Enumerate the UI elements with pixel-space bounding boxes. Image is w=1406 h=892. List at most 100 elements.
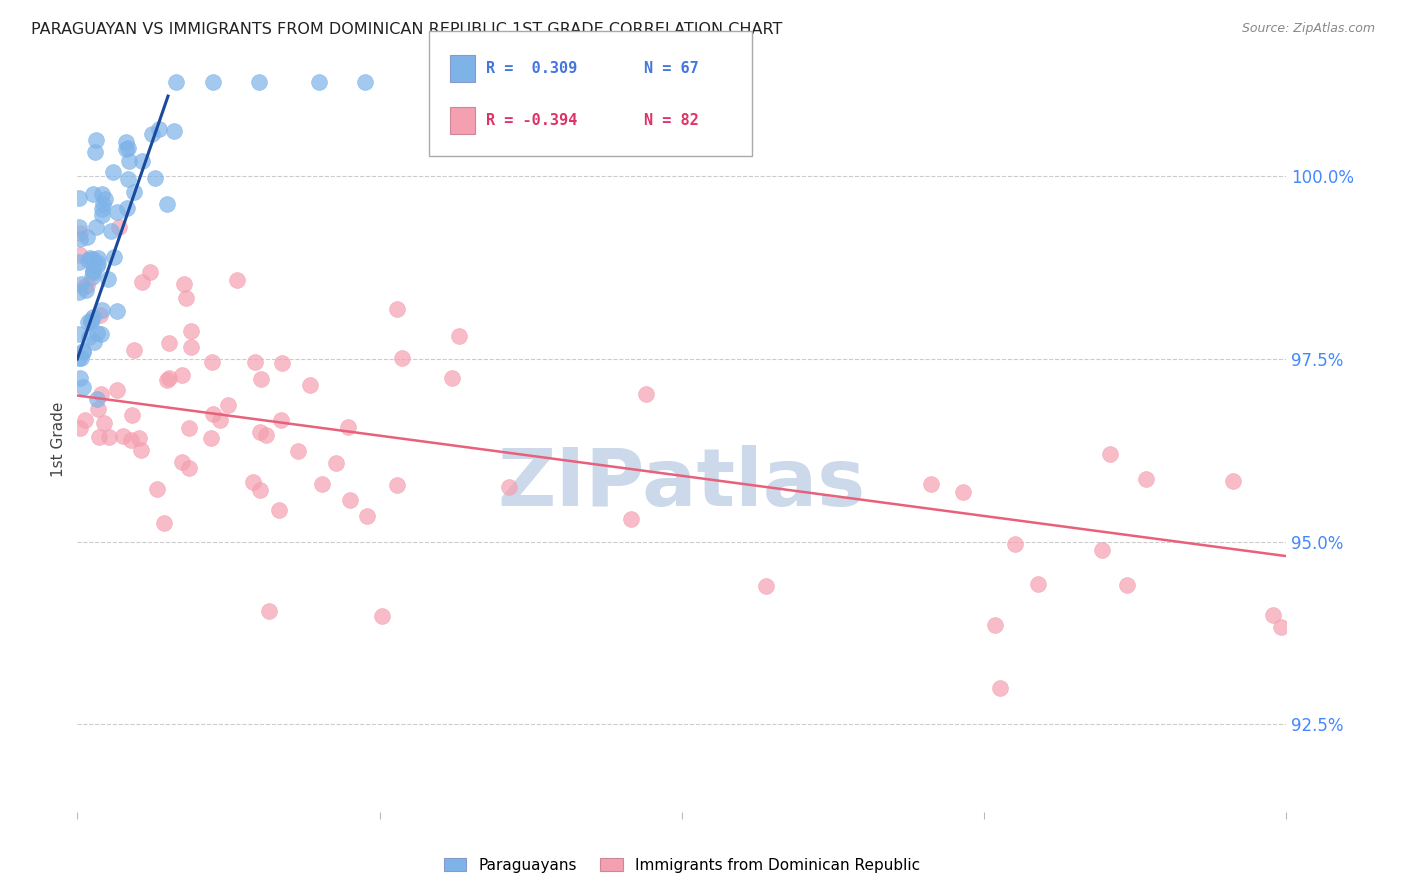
Point xyxy=(498,480,520,494)
Point xyxy=(145,482,167,496)
Point xyxy=(93,192,115,206)
Point xyxy=(208,413,231,427)
Point xyxy=(118,154,141,169)
Text: R =  0.309: R = 0.309 xyxy=(486,62,578,76)
Point xyxy=(67,191,90,205)
Point xyxy=(157,336,180,351)
Point xyxy=(93,416,115,430)
Point xyxy=(83,334,105,349)
Point xyxy=(180,324,202,338)
Point xyxy=(163,124,186,138)
Point xyxy=(249,425,271,440)
Point xyxy=(200,431,222,445)
Point xyxy=(170,368,193,383)
Point xyxy=(91,187,114,202)
Point xyxy=(73,280,96,294)
Point xyxy=(170,455,193,469)
Text: N = 82: N = 82 xyxy=(644,113,699,128)
Text: PARAGUAYAN VS IMMIGRANTS FROM DOMINICAN REPUBLIC 1ST GRADE CORRELATION CHART: PARAGUAYAN VS IMMIGRANTS FROM DOMINICAN … xyxy=(31,22,782,37)
Point xyxy=(165,74,187,88)
Point xyxy=(156,197,179,211)
Point xyxy=(117,171,139,186)
Point xyxy=(75,283,97,297)
Point xyxy=(157,370,180,384)
Text: Source: ZipAtlas.com: Source: ZipAtlas.com xyxy=(1241,22,1375,36)
Y-axis label: 1st Grade: 1st Grade xyxy=(51,401,66,477)
Point xyxy=(226,273,249,287)
Point xyxy=(156,373,179,387)
Point xyxy=(139,265,162,279)
Point xyxy=(69,248,91,262)
Point xyxy=(86,392,108,407)
Point xyxy=(67,285,90,299)
Point xyxy=(173,277,195,291)
Point xyxy=(69,370,91,384)
Point xyxy=(179,461,201,475)
Point xyxy=(70,351,93,365)
Point xyxy=(356,508,378,523)
Text: ZIPatlas: ZIPatlas xyxy=(498,445,866,523)
Point xyxy=(242,475,264,489)
Point xyxy=(249,372,271,386)
Point xyxy=(131,275,153,289)
Point xyxy=(988,681,1011,696)
Point xyxy=(69,277,91,291)
Point xyxy=(76,230,98,244)
Point xyxy=(449,329,471,343)
Point xyxy=(105,205,128,219)
Point xyxy=(84,133,107,147)
Point xyxy=(339,492,361,507)
Point xyxy=(75,412,97,426)
Point xyxy=(1091,543,1114,558)
Point xyxy=(1004,537,1026,551)
Point xyxy=(82,252,104,266)
Point xyxy=(202,407,225,421)
Point xyxy=(311,476,333,491)
Point xyxy=(86,259,108,273)
Point xyxy=(249,483,271,498)
Point xyxy=(82,187,104,202)
Point xyxy=(82,264,104,278)
Point xyxy=(76,278,98,293)
Point xyxy=(952,484,974,499)
Point xyxy=(180,341,202,355)
Point xyxy=(90,327,112,342)
Point xyxy=(131,153,153,168)
Point xyxy=(82,269,104,284)
Point xyxy=(128,431,150,445)
Point xyxy=(103,250,125,264)
Point xyxy=(176,291,198,305)
Point xyxy=(1270,619,1292,633)
Text: N = 67: N = 67 xyxy=(644,62,699,76)
Point xyxy=(122,186,145,200)
Point xyxy=(385,302,408,317)
Point xyxy=(115,136,138,150)
Point xyxy=(1222,475,1244,489)
Point xyxy=(1026,577,1049,591)
Point xyxy=(131,443,153,458)
Point xyxy=(1263,608,1285,623)
Point xyxy=(122,343,145,358)
Point xyxy=(325,456,347,470)
Point xyxy=(82,266,104,280)
Point xyxy=(143,170,166,185)
Point xyxy=(100,224,122,238)
Point xyxy=(101,165,124,179)
Point xyxy=(82,310,104,324)
Point xyxy=(87,256,110,270)
Point xyxy=(89,430,111,444)
Text: R = -0.394: R = -0.394 xyxy=(486,113,578,128)
Point xyxy=(80,315,103,329)
Point xyxy=(254,428,277,442)
Point xyxy=(90,208,112,222)
Point xyxy=(336,419,359,434)
Point xyxy=(153,516,176,531)
Point xyxy=(1135,472,1157,486)
Point xyxy=(247,74,270,88)
Point xyxy=(69,226,91,240)
Point xyxy=(271,356,294,370)
Point xyxy=(87,252,110,266)
Point xyxy=(69,232,91,246)
Point xyxy=(267,503,290,517)
Point xyxy=(87,401,110,416)
